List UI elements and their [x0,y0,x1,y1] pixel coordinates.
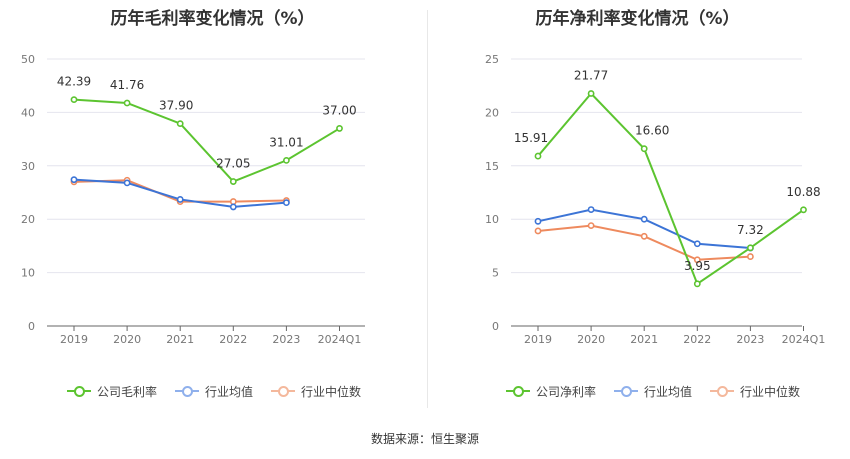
legend-label: 公司净利率 [536,384,597,399]
chart-legend: 公司净利率 行业均值 行业中位数 [506,380,818,402]
data-point [229,203,237,211]
x-tick-label: 2021 [166,333,194,346]
data-point [693,280,701,288]
y-tick-label: 30 [21,160,35,173]
chart-legend: 公司毛利率 行业均值 行业中位数 [67,380,379,402]
data-label: 16.60 [635,124,669,138]
legend-swatch-median [271,384,296,398]
y-tick-label: 40 [21,106,35,119]
y-tick-label: 5 [492,267,499,280]
legend-swatch-avg [175,384,200,398]
gross-margin-chart: 历年毛利率变化情况（%） 0 10 20 30 40 50 2019 2020 2021 2022… [0,0,425,420]
data-point [534,217,542,225]
x-tick-label: 2021 [630,333,658,346]
data-point [587,90,595,97]
data-point [282,157,290,164]
legend-label: 行业中位数 [740,384,801,399]
panel-divider [427,10,428,408]
data-point [123,99,131,107]
legend-item-industry-median[interactable]: 行业中位数 [271,383,361,400]
y-tick-label: 25 [485,53,499,66]
series-line-industry-median [537,224,751,261]
data-label: 10.88 [786,185,820,199]
series-line-industry-avg [537,208,751,250]
data-label: 37.90 [159,99,193,113]
legend-label: 公司毛利率 [97,384,158,399]
data-point [282,199,290,207]
x-tick-label: 2024Q1 [318,333,362,346]
net-margin-plot: 0 5 10 15 20 25 2019 2020 2021 2022 2023 2024Q1 15.9… [485,53,826,346]
data-point [746,253,754,260]
data-point [229,178,237,185]
y-tick-label: 10 [485,213,499,226]
data-point [640,145,648,153]
legend-item-industry-median[interactable]: 行业中位数 [710,383,800,400]
data-point [534,152,542,160]
data-source-note: 数据来源：恒生聚源 [370,432,479,446]
x-tick-label: 2022 [219,333,247,346]
x-tick-label: 2023 [272,333,300,346]
series-line-company [73,98,341,183]
legend-item-company[interactable]: 公司毛利率 [67,383,157,400]
x-tick-label: 2023 [736,333,764,346]
legend-label: 行业中位数 [301,384,362,399]
legend-swatch-median [710,384,735,398]
legend-swatch-avg [614,384,639,398]
x-tick-label: 2020 [577,333,605,346]
y-tick-label: 20 [21,213,35,226]
data-label: 37.00 [322,103,356,117]
legend-item-industry-avg[interactable]: 行业均值 [614,383,692,400]
x-tick-label: 2022 [683,333,711,346]
data-label: 15.91 [514,131,548,145]
data-point [800,206,807,214]
data-label: 21.77 [574,68,608,82]
data-point [587,206,595,213]
y-tick-label: 0 [28,320,35,333]
data-point [746,244,754,252]
net-margin-chart: 历年净利率变化情况（%） 0 5 10 15 20 25 2019 2020 2021 2022 2… [425,0,850,420]
chart-title: 历年净利率变化情况（%） [535,9,740,29]
x-tick-label: 2019 [60,333,88,346]
y-tick-label: 50 [21,53,35,66]
legend-label: 行业均值 [644,384,693,399]
gross-margin-plot: 0 10 20 30 40 50 2019 2020 2021 2022 2023 2024Q1 42.… [21,53,365,346]
y-tick-label: 15 [485,160,499,173]
data-point [693,256,701,264]
data-point [336,125,343,132]
legend-swatch-company [67,384,91,398]
data-label: 41.76 [110,78,144,92]
data-point [70,96,78,104]
data-point [534,227,542,235]
x-tick-label: 2024Q1 [782,333,826,346]
data-label: 3.95 [684,259,711,273]
data-point [70,176,78,184]
x-tick-label: 2020 [113,333,141,346]
legend-swatch-company [506,384,530,398]
data-label: 42.39 [57,75,91,89]
series-line-company [537,92,805,286]
data-label: 7.32 [737,223,764,237]
legend-item-industry-avg[interactable]: 行业均值 [175,383,253,400]
data-point [176,120,184,128]
y-tick-label: 10 [21,267,35,280]
x-tick-label: 2019 [524,333,552,346]
y-tick-label: 20 [485,106,499,119]
data-point [693,240,701,248]
data-point [123,179,131,187]
chart-title: 历年毛利率变化情况（%） [110,9,315,29]
legend-label: 行业均值 [205,384,254,399]
y-tick-label: 0 [492,320,499,333]
data-point [640,215,648,223]
data-label: 31.01 [269,135,303,149]
data-point [176,196,184,203]
data-label: 27.05 [216,157,250,171]
data-point [587,222,595,230]
legend-item-company[interactable]: 公司净利率 [506,383,596,400]
data-point [229,198,237,205]
data-point [640,232,648,240]
